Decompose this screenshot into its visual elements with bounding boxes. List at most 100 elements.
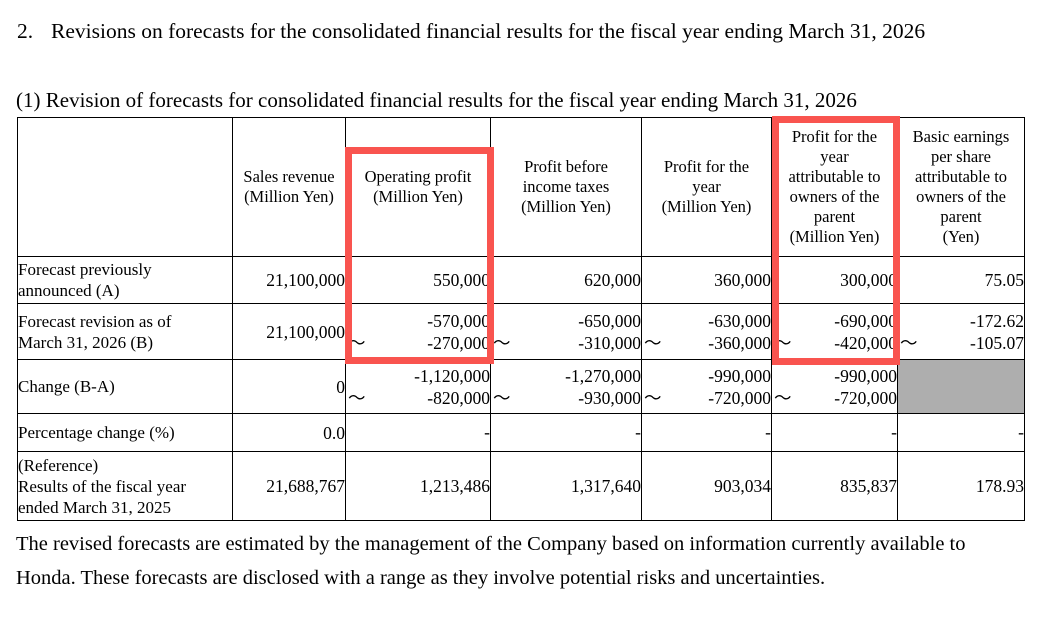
section-subtitle: (1) Revision of forecasts for consolidat… — [16, 88, 857, 112]
header-cell-sales-revenue: Sales revenue (Million Yen) — [232, 117, 346, 257]
cell-operating-profit-range: -570,000 〜 -270,000 — [345, 303, 491, 360]
cell-profit-attributable-owners: - — [771, 413, 898, 452]
cell-profit-before-income-taxes-range: -650,000 〜 -310,000 — [490, 303, 642, 360]
cell-profit-attributable-owners-range: -690,000 〜 -420,000 — [771, 303, 898, 360]
cell-sales-revenue: 0.0 — [232, 413, 346, 452]
cell-profit-for-the-year-range: -990,000 〜 -720,000 — [641, 359, 772, 414]
label-line: March 31, 2026 (B) — [18, 332, 154, 352]
header-line: attributable to — [788, 167, 881, 186]
range-upper: -630,000 — [708, 310, 771, 331]
range-upper: -1,270,000 — [565, 365, 641, 386]
cell-sales-revenue: 0 — [232, 359, 346, 414]
range-lower: 〜 -105.07 — [898, 332, 1024, 354]
range-lower: 〜 -720,000 — [772, 387, 897, 409]
range-lower: 〜 -310,000 — [491, 332, 641, 354]
label-line: Forecast revision as of — [18, 311, 172, 331]
range-lower: 〜 -930,000 — [491, 387, 641, 409]
cell-profit-before-income-taxes: 620,000 — [490, 256, 642, 304]
cell-profit-for-the-year: 903,034 — [641, 451, 772, 521]
cell-basic-earnings-per-share: 75.05 — [897, 256, 1025, 304]
table-row-forecast-previously-announced: Forecast previously announced (A) 21,100… — [17, 256, 1025, 304]
range-lower-value: -720,000 — [834, 387, 897, 408]
header-line: year — [820, 147, 849, 166]
cell-basic-earnings-per-share: 178.93 — [897, 451, 1025, 521]
header-cell-blank — [17, 117, 233, 257]
cell-operating-profit: 550,000 — [345, 256, 491, 304]
table-row-change: Change (B-A) 0 -1,120,000 〜 -820,000 -1,2… — [17, 359, 1025, 414]
cell-basic-earnings-per-share: - — [897, 413, 1025, 452]
header-line: Profit for the — [663, 157, 750, 176]
header-line: parent — [940, 207, 982, 226]
header-line: Operating profit — [364, 167, 472, 186]
cell-profit-attributable-owners: 835,837 — [771, 451, 898, 521]
row-label-change: Change (B-A) — [17, 359, 233, 414]
forecast-revision-table-container: Sales revenue (Million Yen) Operating pr… — [17, 117, 1025, 521]
header-line: per share — [930, 147, 991, 166]
label-line: Forecast previously — [18, 260, 152, 279]
range-lower: 〜 -270,000 — [346, 332, 490, 354]
range-lower: 〜 -420,000 — [772, 332, 897, 354]
label-line: (Reference) — [18, 455, 99, 475]
table-row-forecast-revision: Forecast revision as of March 31, 2026 (… — [17, 303, 1025, 360]
cell-operating-profit: - — [345, 413, 491, 452]
header-line: income taxes — [522, 177, 610, 196]
cell-profit-attributable-owners-range: -990,000 〜 -720,000 — [771, 359, 898, 414]
range-upper: -1,120,000 — [414, 365, 490, 386]
header-line: (Million Yen) — [244, 187, 334, 206]
range-lower: 〜 -820,000 — [346, 387, 490, 409]
range-tilde: 〜 — [774, 387, 792, 408]
header-line: (Million Yen) — [661, 197, 752, 216]
cell-operating-profit: 1,213,486 — [345, 451, 491, 521]
header-cell-profit-for-the-year: Profit for the year (Million Yen) — [641, 117, 772, 257]
header-line: Basic earnings — [912, 127, 1010, 146]
heading-number: 2. — [17, 19, 34, 43]
range-lower-value: -105.07 — [970, 332, 1024, 353]
range-lower-value: -820,000 — [427, 387, 490, 408]
range-lower-value: -310,000 — [578, 332, 641, 353]
table-row-percentage-change: Percentage change (%) 0.0 - - - - - — [17, 413, 1025, 452]
header-line: Profit before — [524, 157, 608, 176]
header-cell-basic-earnings-per-share: Basic earnings per share attributable to… — [897, 117, 1025, 257]
table-row-reference-results: (Reference) Results of the fiscal year e… — [17, 451, 1025, 521]
row-label-forecast-revision: Forecast revision as of March 31, 2026 (… — [17, 303, 233, 360]
range-lower-value: -930,000 — [578, 387, 641, 408]
header-cell-profit-before-income-taxes: Profit before income taxes (Million Yen) — [490, 117, 642, 257]
range-tilde: 〜 — [493, 332, 511, 353]
header-line: owners of the — [916, 187, 1006, 206]
header-line: year — [692, 177, 721, 196]
range-upper: -990,000 — [708, 365, 771, 386]
cell-sales-revenue: 21,100,000 — [232, 256, 346, 304]
range-lower-value: -720,000 — [708, 387, 771, 408]
header-line: (Million Yen) — [789, 227, 880, 246]
page-title: 2. Revisions on forecasts for the consoli… — [17, 16, 1027, 46]
cell-profit-for-the-year: 360,000 — [641, 256, 772, 304]
header-line: Profit for the — [791, 127, 878, 146]
footnote-text: The revised forecasts are estimated by t… — [16, 533, 966, 589]
header-line: (Million Yen) — [373, 187, 463, 206]
range-upper: -570,000 — [427, 310, 490, 331]
cell-profit-for-the-year-range: -630,000 〜 -360,000 — [641, 303, 772, 360]
row-label-percentage-change: Percentage change (%) — [17, 413, 233, 452]
label-line: Results of the fiscal year — [18, 476, 187, 496]
range-upper: -650,000 — [578, 310, 641, 331]
forecast-revision-table: Sales revenue (Million Yen) Operating pr… — [17, 117, 1025, 521]
cell-profit-attributable-owners: 300,000 — [771, 256, 898, 304]
range-tilde: 〜 — [644, 387, 662, 408]
header-cell-profit-attributable-owners: Profit for the year attributable to owne… — [771, 117, 898, 257]
range-tilde: 〜 — [900, 332, 918, 353]
table-header-row: Sales revenue (Million Yen) Operating pr… — [17, 117, 1025, 257]
cell-basic-earnings-per-share-shaded — [897, 359, 1025, 414]
heading-main-text: Revisions on forecasts for the consolida… — [51, 19, 926, 43]
label-line: announced (A) — [18, 281, 120, 300]
range-tilde: 〜 — [644, 332, 662, 353]
range-tilde: 〜 — [348, 332, 366, 353]
header-line: Sales revenue — [243, 167, 335, 186]
range-lower-value: -360,000 — [708, 332, 771, 353]
range-tilde: 〜 — [348, 387, 366, 408]
header-line: parent — [813, 207, 856, 226]
range-lower-value: -420,000 — [834, 332, 897, 353]
range-lower-value: -270,000 — [427, 332, 490, 353]
range-tilde: 〜 — [774, 332, 792, 353]
range-upper: -990,000 — [834, 365, 897, 386]
